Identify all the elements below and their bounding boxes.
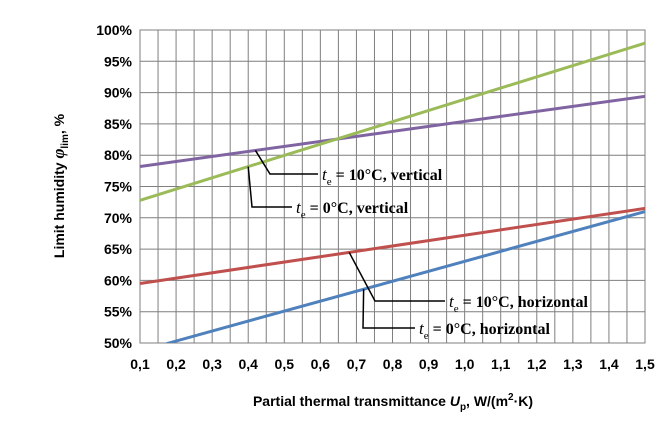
series-line-0: [140, 94, 645, 168]
y-tick-label: 65%: [104, 241, 133, 257]
annotation-label-0: te = 10°C, vertical: [322, 165, 443, 188]
y-ticks: 50% 55% 60% 65% 70% 75% 80% 85% 90% 95% 100%: [96, 22, 132, 351]
x-ticks: 0,1 0,2 0,3 0,4 0,5 0,6 0,7 0,8 0,9 1,0 1,1 1,2 1,3 1…: [130, 356, 655, 372]
x-axis-title-prefix: Partial thermal transmittance: [253, 393, 450, 409]
x-tick-label: 1,2: [527, 356, 547, 372]
annotations: te = 10°C, vertical te = 0°C, vertical te …: [296, 165, 588, 342]
series-line-2: [140, 206, 645, 286]
y-tick-label: 75%: [104, 179, 133, 195]
y-tick-label: 80%: [104, 147, 133, 163]
annotation-leader-2: [348, 252, 445, 302]
x-tick-label: 0,5: [275, 356, 295, 372]
x-tick-label: 0,4: [238, 356, 258, 372]
y-tick-label: 85%: [104, 116, 133, 132]
x-axis-title-subscript: p: [460, 402, 466, 413]
y-tick-label: 90%: [104, 85, 133, 101]
y-tick-label: 100%: [96, 22, 132, 38]
series-line-3: [164, 210, 645, 343]
grid: [139, 29, 646, 344]
plot-border: [139, 29, 646, 344]
series-group: [140, 41, 645, 343]
x-tick-label: 0,7: [347, 356, 367, 372]
y-axis-title: Limit humidity φlim, %: [49, 113, 71, 258]
y-axis-title-unit: , %: [51, 113, 67, 134]
x-tick-label: 1,1: [491, 356, 511, 372]
x-tick-label: 0,1: [130, 356, 150, 372]
x-tick-label: 1,3: [563, 356, 583, 372]
y-axis-title-subscript: lim: [60, 134, 71, 149]
x-axis-title-superscript: 2: [508, 392, 514, 403]
y-axis-title-symbol: φ: [49, 149, 68, 159]
x-axis-title-symbol: U: [450, 393, 461, 409]
x-tick-label: 0,9: [419, 356, 439, 372]
x-tick-label: 1,0: [455, 356, 475, 372]
annotation-label-1: te = 0°C, vertical: [296, 198, 409, 221]
y-tick-label: 60%: [104, 272, 133, 288]
x-tick-label: 0,3: [202, 356, 222, 372]
annotation-label-3: te = 0°C, horizontal: [419, 319, 550, 342]
x-axis-title: Partial thermal transmittance Up, W/(m2·…: [253, 392, 533, 413]
y-tick-label: 55%: [104, 304, 133, 320]
x-tick-label: 0,2: [166, 356, 186, 372]
series-line-1: [140, 41, 645, 202]
x-axis-title-unit-end: ·K): [514, 393, 533, 409]
y-tick-label: 50%: [104, 335, 133, 351]
y-tick-label: 95%: [104, 53, 133, 69]
y-axis-title-prefix: Limit humidity: [51, 159, 67, 259]
y-tick-label: 70%: [104, 210, 133, 226]
annotation-leaders: [247, 150, 445, 329]
x-tick-label: 0,8: [383, 356, 403, 372]
annotation-label-2: te = 10°C, horizontal: [449, 292, 588, 315]
x-tick-label: 1,4: [599, 356, 619, 372]
annotation-leader-3: [362, 289, 415, 329]
x-axis-title-unit: , W/(m: [466, 393, 508, 409]
x-tick-label: 1,5: [635, 356, 655, 372]
annotation-leader-1: [247, 166, 292, 208]
annotation-leader-0: [254, 150, 318, 175]
x-tick-label: 0,6: [311, 356, 331, 372]
